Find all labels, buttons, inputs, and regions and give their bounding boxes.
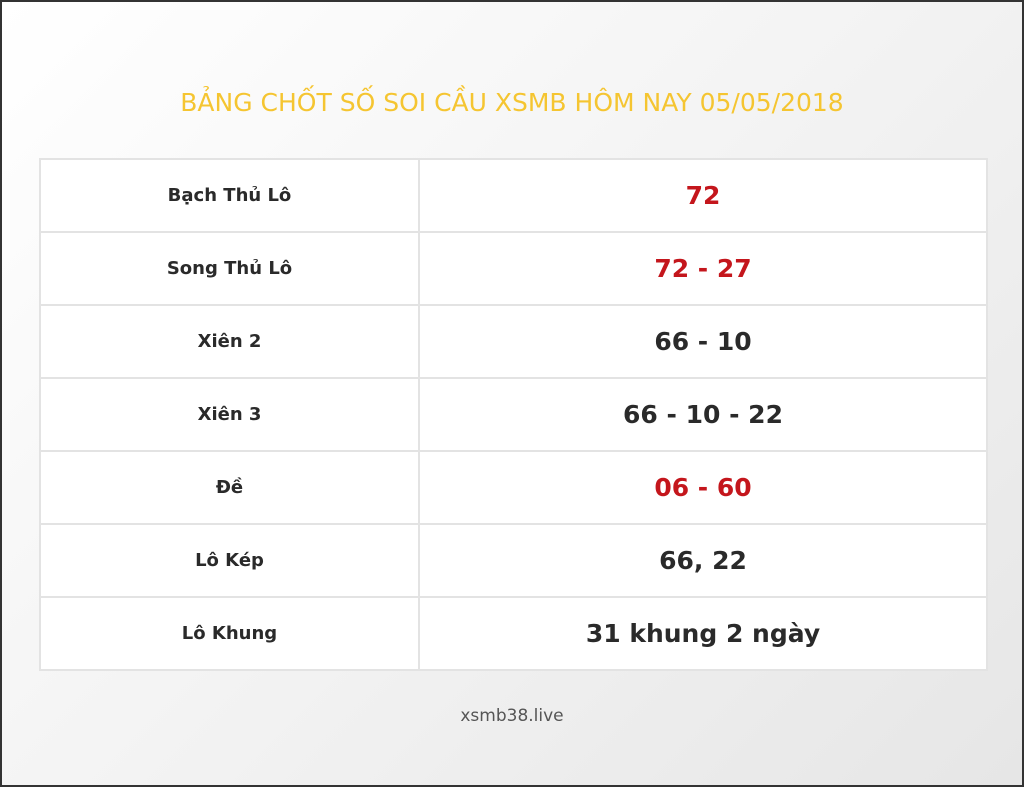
- row-label: Lô Kép: [39, 523, 420, 598]
- row-value: 72: [418, 158, 988, 233]
- row-value: 31 khung 2 ngày: [418, 596, 988, 671]
- row-label: Đề: [39, 450, 420, 525]
- table-row: Xiên 3 66 - 10 - 22: [39, 377, 988, 452]
- row-value: 72 - 27: [418, 231, 988, 306]
- row-label: Xiên 2: [39, 304, 420, 379]
- table-row: Song Thủ Lô 72 - 27: [39, 231, 988, 306]
- table-row: Lô Kép 66, 22: [39, 523, 988, 598]
- row-value: 66, 22: [418, 523, 988, 598]
- row-label: Xiên 3: [39, 377, 420, 452]
- table-row: Xiên 2 66 - 10: [39, 304, 988, 379]
- row-value: 66 - 10: [418, 304, 988, 379]
- site-footer: xsmb38.live: [460, 706, 564, 726]
- table-row: Đề 06 - 60: [39, 450, 988, 525]
- prediction-table: Bạch Thủ Lô 72 Song Thủ Lô 72 - 27 Xiên 2 66 …: [39, 158, 988, 671]
- row-label: Song Thủ Lô: [39, 231, 420, 306]
- table-row: Lô Khung 31 khung 2 ngày: [39, 596, 988, 671]
- row-label: Bạch Thủ Lô: [39, 158, 420, 233]
- table-row: Bạch Thủ Lô 72: [39, 158, 988, 233]
- page-title: BẢNG CHỐT SỐ SOI CẦU XSMB HÔM NAY 05/05/…: [180, 88, 844, 117]
- row-value: 66 - 10 - 22: [418, 377, 988, 452]
- row-value: 06 - 60: [418, 450, 988, 525]
- row-label: Lô Khung: [39, 596, 420, 671]
